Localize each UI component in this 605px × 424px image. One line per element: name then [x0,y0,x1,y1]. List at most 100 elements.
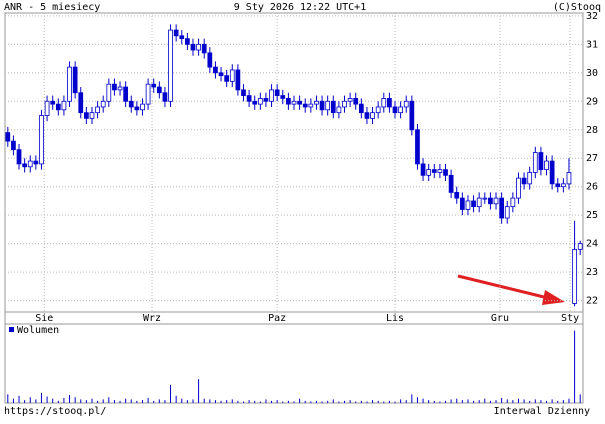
y-tick-label: 26 [586,182,598,193]
candle-body [257,98,263,105]
candle-body [50,100,56,105]
candle-body [213,66,218,74]
candle-body [235,69,241,91]
candle-body [577,243,583,250]
candle-body [454,191,460,199]
candle-body [16,149,22,165]
y-tick-label: 25 [586,210,598,221]
candle-body [55,103,61,111]
candle-body [381,98,387,108]
y-tick-label: 31 [586,39,598,50]
candle-body [140,103,145,111]
candle-body [532,152,538,173]
candle-body [145,83,151,105]
candle-body [224,75,230,82]
candle-body [364,112,370,119]
candle-body [246,95,252,102]
candle-body [459,197,465,210]
candle-body [325,100,331,111]
candle-body [443,169,448,176]
candle-body [330,100,336,114]
candle-body [44,100,50,116]
candle-body [39,115,44,165]
candle-body [269,89,274,102]
candle-body [280,95,286,99]
candle-body [465,200,471,210]
candle-body [89,112,95,119]
candle-body [527,172,533,185]
candle-body [403,100,409,108]
candle-body [297,100,302,105]
chart-title: ANR - 5 miesiecy [4,2,100,13]
candle-body [72,66,78,94]
candle-body [134,106,140,111]
candle-body [106,83,112,102]
candle-body [415,129,420,165]
candle-body [5,132,11,142]
candle-body [566,172,572,185]
candle-body [190,43,196,51]
candle-body [560,183,566,188]
candle-body [151,83,157,88]
candle-body [112,83,117,91]
candle-body [398,106,403,114]
candle-body [319,100,325,111]
candle-body [544,160,549,171]
candle-body [504,206,510,219]
candle-body [471,200,476,208]
candle-body [274,89,280,96]
candle-body [218,72,224,77]
source: (C)Stooq [553,2,601,13]
candle-body [555,183,561,188]
candle-body [572,248,577,304]
candle-body [426,169,432,176]
candle-body [308,103,314,108]
candle-body [123,86,129,102]
candle-body [263,98,269,102]
candle-body [549,160,555,185]
candle-body [286,98,291,105]
y-tick-label: 27 [586,153,598,164]
x-tick-label: Sie [35,313,53,324]
candle-body [84,112,89,119]
candle-body [61,100,67,111]
candle-body [370,112,375,119]
candle-body [353,98,359,105]
candle-body [521,177,527,185]
candle-body [173,29,179,37]
candle-body [448,174,454,193]
candle-body [252,100,258,105]
candle-body [482,197,488,200]
candle-body [431,169,437,173]
candle-body [67,66,72,102]
candle-body [168,29,173,102]
candle-body [201,43,207,54]
x-tick-label: Paz [268,313,286,324]
candle-body [207,52,213,68]
candle-body [499,197,504,219]
candle-body [375,106,381,114]
candle-body [128,100,134,108]
candle-body [420,163,426,176]
candle-body [342,100,347,108]
candle-body [229,69,235,82]
y-tick-label: 28 [586,125,598,136]
candle-body [162,92,168,102]
footer-interval: Interwal Dzienny [494,406,590,417]
x-tick-label: Lis [386,313,404,324]
candle-body [510,197,516,208]
candle-body [476,197,482,208]
candle-body [516,177,521,199]
x-tick-label: Gru [491,313,509,324]
x-tick-label: Wrz [143,313,161,324]
candle-body [538,152,544,171]
y-tick-label: 29 [586,96,598,107]
candle-body [387,98,392,108]
candle-body [196,43,201,51]
x-tick-label: Sty [561,313,579,324]
candle-body [392,106,398,114]
candle-body [33,160,39,165]
candle-body [437,169,443,173]
